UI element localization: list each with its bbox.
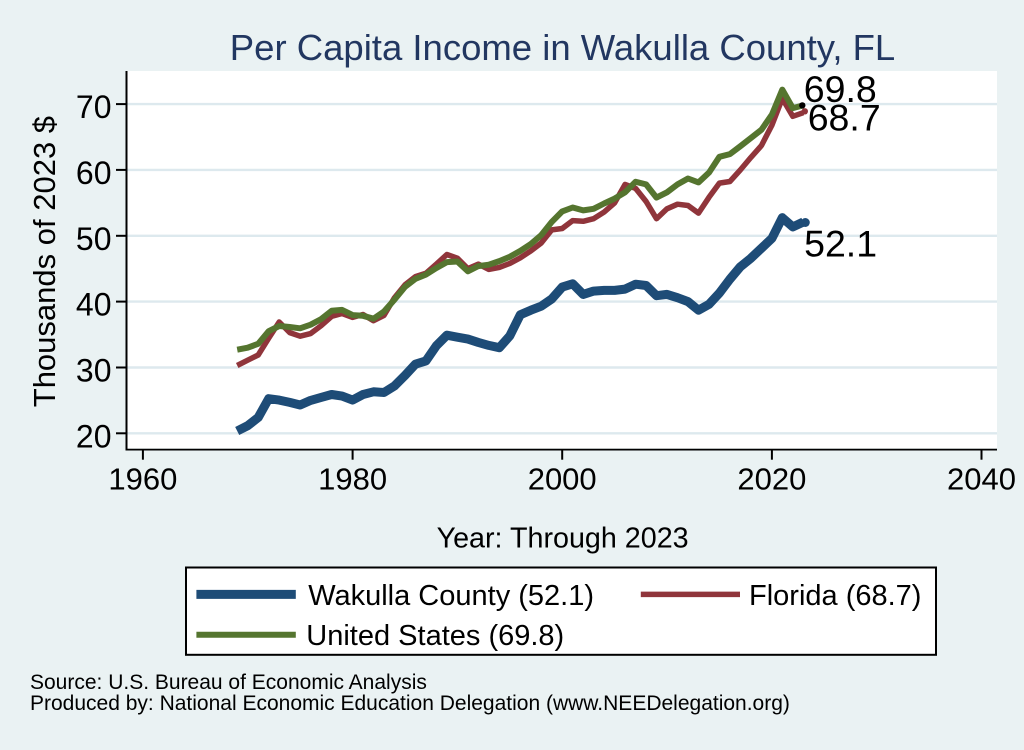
svg-text:30: 30	[76, 353, 112, 389]
svg-text:2020: 2020	[737, 461, 806, 496]
svg-text:2000: 2000	[528, 461, 597, 496]
svg-text:Per Capita Income in Wakulla C: Per Capita Income in Wakulla County, FL	[230, 27, 895, 68]
svg-text:52.1: 52.1	[804, 223, 877, 265]
svg-text:United States (69.8): United States (69.8)	[306, 620, 564, 652]
svg-text:Produced by: National Economic: Produced by: National Economic Education…	[30, 692, 790, 715]
svg-text:1960: 1960	[108, 461, 177, 496]
svg-text:Florida (68.7): Florida (68.7)	[749, 580, 921, 612]
svg-text:40: 40	[76, 287, 112, 323]
svg-text:Source: U.S. Bureau of Economi: Source: U.S. Bureau of Economic Analysis	[30, 671, 427, 694]
svg-text:20: 20	[76, 418, 112, 454]
svg-text:60: 60	[76, 155, 112, 191]
svg-text:50: 50	[76, 221, 112, 257]
svg-text:2040: 2040	[947, 461, 1016, 496]
svg-text:1980: 1980	[318, 461, 387, 496]
svg-text:Thousands of 2023 $: Thousands of 2023 $	[27, 116, 62, 407]
svg-text:70: 70	[76, 89, 112, 125]
svg-text:Year: Through 2023: Year: Through 2023	[437, 523, 689, 555]
svg-text:69.8: 69.8	[804, 68, 877, 110]
svg-text:68.7: 68.7	[808, 97, 881, 139]
svg-text:Wakulla County (52.1): Wakulla County (52.1)	[308, 580, 594, 612]
